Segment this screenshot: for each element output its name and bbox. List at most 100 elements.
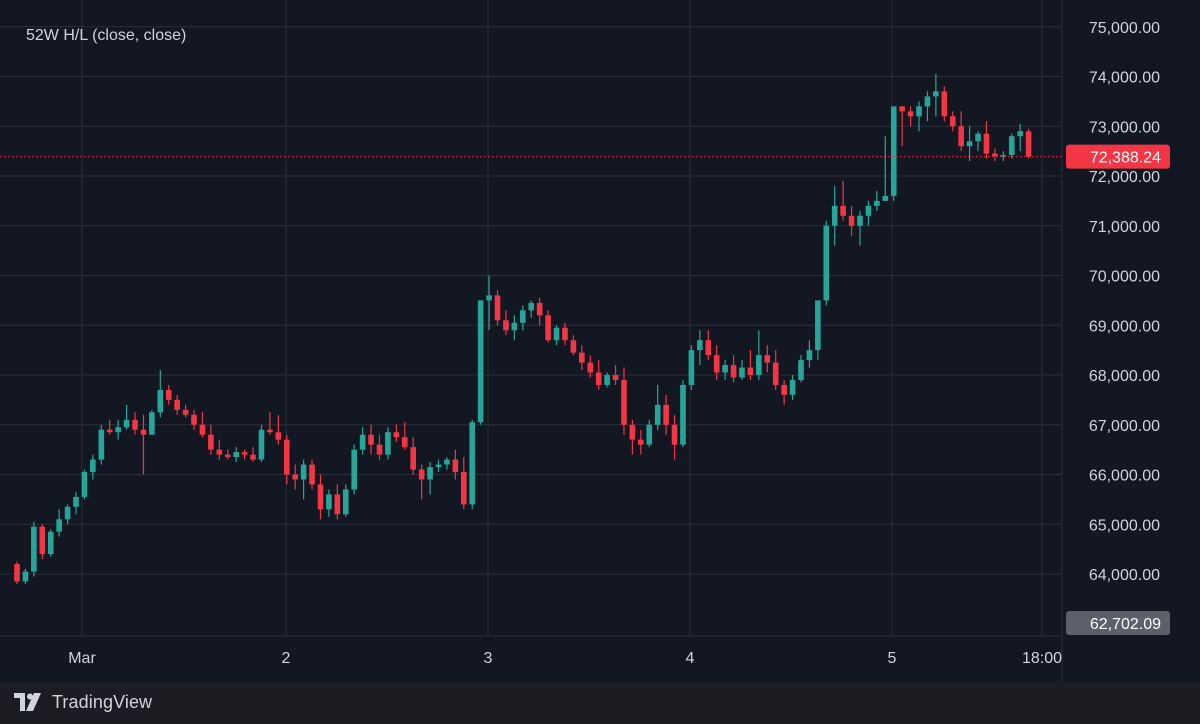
brand[interactable]: TradingView bbox=[14, 688, 152, 716]
candle-body bbox=[874, 200, 880, 206]
candle bbox=[123, 404, 130, 430]
price-tick-label: 73,000.00 bbox=[1089, 119, 1160, 136]
candlestick-chart[interactable]: 64,000.00 65,000.00 66,000.00 67,000.00 68,0… bbox=[0, 0, 1200, 682]
candle bbox=[115, 419, 121, 440]
candle-body bbox=[646, 424, 653, 445]
candle bbox=[528, 300, 535, 318]
candle bbox=[1000, 151, 1007, 162]
candle-body bbox=[764, 355, 771, 363]
candle bbox=[612, 365, 619, 385]
candle bbox=[326, 489, 332, 517]
candle bbox=[671, 414, 678, 460]
candle-body bbox=[444, 459, 450, 465]
candle bbox=[14, 561, 20, 584]
candle bbox=[401, 422, 408, 450]
candle-body bbox=[612, 375, 619, 380]
candle bbox=[916, 101, 922, 132]
candle bbox=[31, 521, 37, 577]
low-marker-label: 62,702.09 bbox=[1090, 616, 1161, 633]
candle bbox=[629, 419, 636, 455]
candle bbox=[848, 205, 855, 236]
time-tick-label: 5 bbox=[888, 650, 897, 667]
candle bbox=[149, 409, 155, 435]
candle-body bbox=[680, 384, 686, 445]
candle bbox=[705, 330, 712, 361]
candle-body bbox=[815, 300, 821, 351]
candle bbox=[713, 345, 720, 380]
candle bbox=[81, 469, 88, 500]
candle bbox=[182, 404, 189, 418]
price-axis[interactable]: 64,000.00 65,000.00 66,000.00 67,000.00 68,0… bbox=[1066, 20, 1170, 635]
candle-body bbox=[216, 449, 223, 455]
candle bbox=[385, 427, 391, 460]
candle bbox=[772, 350, 779, 390]
candle bbox=[865, 200, 872, 226]
candle bbox=[359, 427, 366, 455]
candle-body bbox=[300, 464, 307, 480]
candle-body bbox=[520, 310, 526, 323]
candle-body bbox=[90, 459, 96, 473]
candle-body bbox=[916, 106, 922, 117]
candle-body bbox=[165, 389, 172, 400]
candle-body bbox=[14, 564, 20, 582]
candle-body bbox=[840, 205, 846, 216]
candle bbox=[958, 111, 964, 152]
candle bbox=[410, 437, 417, 475]
candle bbox=[646, 419, 653, 448]
candle-body bbox=[469, 422, 476, 505]
low-marker-tag[interactable]: 62,702.09 bbox=[1066, 611, 1170, 635]
candle bbox=[376, 434, 383, 460]
candle bbox=[486, 275, 492, 331]
candle-body bbox=[604, 375, 610, 385]
indicator-legend[interactable]: 52W H/L (close, close) bbox=[26, 27, 187, 44]
candle bbox=[604, 372, 610, 388]
candle bbox=[233, 447, 239, 463]
candle bbox=[250, 447, 256, 463]
candle-body bbox=[191, 414, 197, 425]
candle bbox=[469, 419, 476, 510]
candle-body bbox=[22, 571, 29, 582]
candle bbox=[899, 106, 905, 147]
candle bbox=[595, 360, 602, 390]
time-axis[interactable]: Mar 2 3 4 5 18:00 bbox=[68, 650, 1062, 667]
candle bbox=[258, 424, 265, 463]
candle bbox=[933, 74, 939, 117]
candle bbox=[941, 86, 948, 122]
candle bbox=[621, 367, 627, 435]
candle-body bbox=[621, 379, 627, 425]
candle bbox=[292, 464, 298, 490]
candle-body bbox=[106, 429, 113, 433]
candle bbox=[511, 315, 518, 341]
current-price-tag[interactable]: 72,388.24 bbox=[1066, 144, 1170, 169]
candle bbox=[764, 345, 771, 373]
price-tick-label: 75,000.00 bbox=[1089, 20, 1160, 37]
candle bbox=[444, 457, 450, 470]
candle-body bbox=[562, 327, 568, 341]
chart-frame: 64,000.00 65,000.00 66,000.00 67,000.00 68,0… bbox=[0, 0, 1200, 682]
candle-body bbox=[798, 360, 804, 380]
candle-body bbox=[545, 315, 551, 341]
candle-body bbox=[267, 429, 273, 433]
candle-body bbox=[570, 340, 577, 353]
grid-lines bbox=[0, 0, 1062, 636]
candle-body bbox=[933, 91, 939, 97]
candle-body bbox=[983, 133, 990, 154]
candle bbox=[680, 379, 686, 448]
candle-body bbox=[334, 494, 341, 515]
candle bbox=[789, 375, 796, 400]
time-tick-label: 18:00 bbox=[1022, 650, 1062, 667]
candle bbox=[427, 462, 433, 495]
candle bbox=[587, 355, 594, 378]
candle-body bbox=[654, 404, 661, 425]
candle-body bbox=[924, 96, 931, 107]
candle-body bbox=[595, 372, 602, 385]
price-tick-label: 71,000.00 bbox=[1089, 219, 1160, 236]
candle bbox=[688, 345, 695, 390]
candle-body bbox=[629, 424, 636, 440]
candle bbox=[983, 121, 990, 159]
candle-body bbox=[857, 215, 863, 226]
candle bbox=[208, 424, 214, 455]
candle bbox=[174, 394, 180, 415]
candle bbox=[562, 322, 568, 346]
candle bbox=[73, 491, 79, 515]
